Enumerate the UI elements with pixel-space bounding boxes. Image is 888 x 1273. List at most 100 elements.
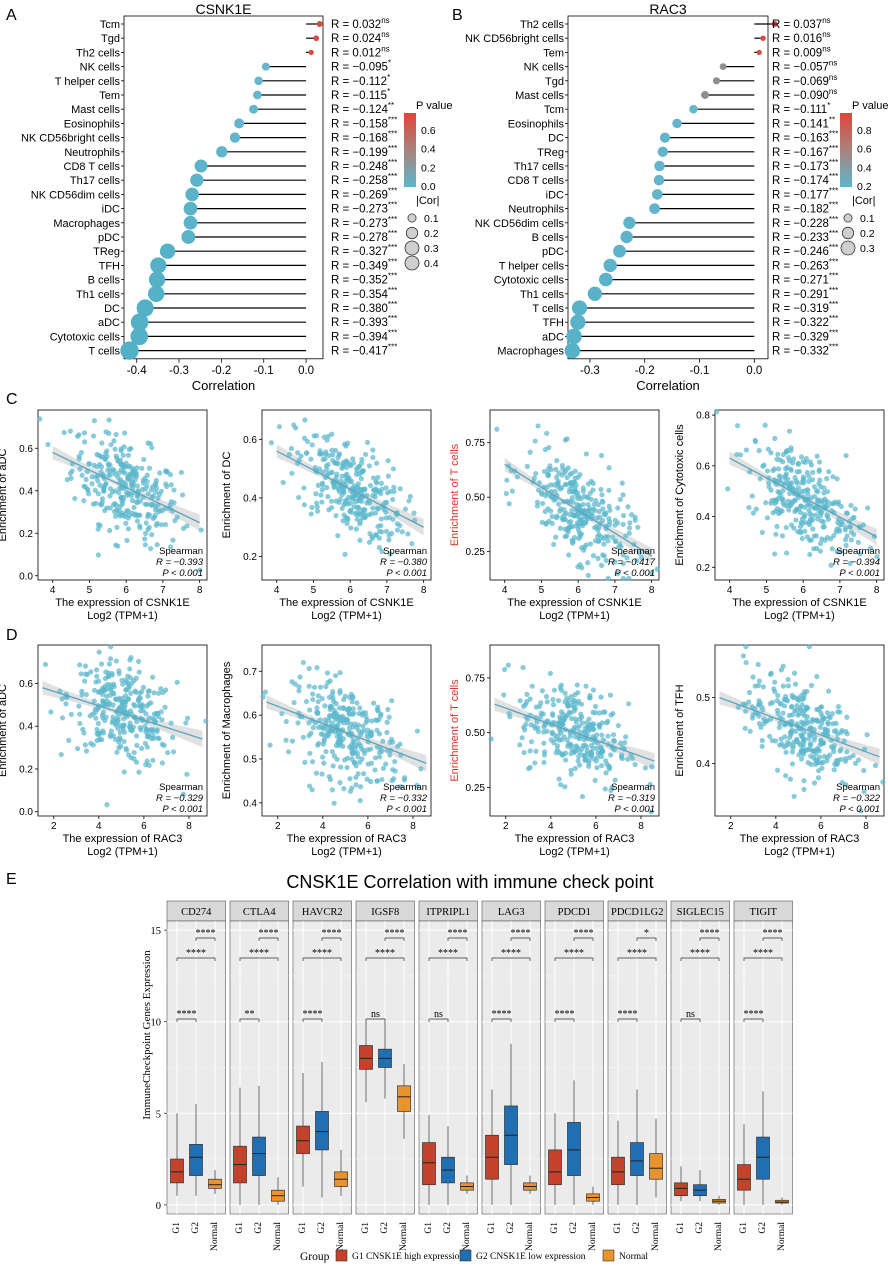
scatter-point <box>585 481 591 487</box>
cor-legend-circle <box>841 226 855 240</box>
scatter-point <box>542 446 548 453</box>
scatter-point <box>636 550 643 556</box>
scatter-point <box>348 509 354 515</box>
stat-r: R = −0.332 <box>380 793 428 804</box>
y-tick-label: 0 <box>156 1201 161 1212</box>
scatter-point <box>203 718 209 724</box>
scatter-point <box>824 499 830 505</box>
correlation-label: R = −0.271*** <box>772 272 838 287</box>
group-tick-label: G1 <box>172 1222 182 1234</box>
scatter-point <box>184 523 190 529</box>
scatter-point <box>784 550 790 556</box>
lollipop-dot <box>672 118 682 129</box>
scatter-point <box>93 500 99 507</box>
correlation-label: R = −0.273*** <box>331 215 397 230</box>
scatter-point <box>167 544 174 550</box>
scatter-point <box>386 714 392 720</box>
scatter-point <box>42 661 49 668</box>
scatter-point <box>808 726 814 732</box>
scatter-point <box>318 492 324 498</box>
significance-bracket <box>617 957 657 961</box>
scatter-point <box>389 698 395 704</box>
scatter-point <box>310 725 316 731</box>
correlation-label: R = −0.291*** <box>772 286 838 301</box>
scatter-point <box>170 537 176 543</box>
scatter-point <box>562 690 568 696</box>
scatter-point <box>557 525 563 531</box>
scatter-point <box>363 714 369 720</box>
scatter-point <box>596 531 602 538</box>
category-label: CD8 T cells <box>508 175 565 187</box>
scatter-point <box>120 724 126 730</box>
category-label: Neutrophils <box>508 204 564 216</box>
scatter-point <box>617 740 624 746</box>
scatter-point <box>826 688 832 694</box>
x-axis-label-units: Log2 (TPM+1) <box>764 610 835 622</box>
scatter-point <box>124 679 130 685</box>
significance-bracket <box>491 957 531 961</box>
scatter-point <box>821 519 827 525</box>
scatter-point <box>606 487 612 494</box>
legend-label: Normal <box>619 1252 648 1262</box>
correlation-label: R = −0.329*** <box>772 328 838 343</box>
x-axis-label: The expression of RAC3 <box>63 833 183 845</box>
scatter-point <box>126 490 132 496</box>
scatter-point <box>615 505 621 511</box>
scatter-point <box>559 462 566 469</box>
scatter-point <box>379 548 385 554</box>
box-g1 <box>359 1045 373 1070</box>
significance-label: **** <box>574 928 594 939</box>
scatter-point <box>337 690 343 696</box>
y-tick-label: 0.0 <box>19 571 33 582</box>
scatter-point <box>302 759 308 765</box>
scatter-point <box>623 734 629 740</box>
scatter-point <box>355 481 362 487</box>
x-axis-label: The expression of RAC3 <box>515 833 635 845</box>
scatter-point <box>749 493 755 499</box>
stat-r: R = −0.393 <box>156 557 204 568</box>
scatter-point <box>793 517 799 523</box>
scatter-point <box>801 695 807 701</box>
scatter-point <box>317 717 323 723</box>
scatter-point <box>333 513 339 519</box>
x-tick-label: 4 <box>320 821 326 832</box>
scatter-point <box>98 661 105 667</box>
scatter-point <box>610 732 617 738</box>
scatter-point <box>383 485 389 491</box>
scatter-point <box>383 515 389 521</box>
scatter-point <box>376 754 383 760</box>
scatter-point <box>306 783 313 789</box>
scatter-point <box>370 447 376 453</box>
scatter-point <box>68 711 74 718</box>
scatter-point <box>391 488 397 495</box>
scatter-point <box>786 507 792 513</box>
x-tick-label: 4 <box>773 821 779 832</box>
scatter-point <box>372 755 379 761</box>
scatter-point <box>122 470 128 476</box>
scatter-point <box>776 466 782 472</box>
y-tick-label: 0.5 <box>243 755 257 766</box>
scatter-point <box>532 438 538 444</box>
scatter-point <box>143 762 149 768</box>
significance-label: **** <box>196 928 216 939</box>
scatter-point <box>345 515 351 521</box>
scatter-point <box>848 529 855 535</box>
scatter-point <box>774 523 780 530</box>
scatter-point <box>771 466 778 472</box>
scatter-point <box>90 711 96 717</box>
scatter-point <box>116 745 122 751</box>
scatter-point <box>185 715 191 721</box>
scatter-point <box>832 761 838 767</box>
scatter-point <box>180 791 186 797</box>
scatter-point <box>104 505 110 511</box>
scatter-point <box>601 511 607 517</box>
stat-p: P < 0.001 <box>386 568 427 579</box>
scatter-point <box>144 703 150 709</box>
scatter-point <box>559 485 565 491</box>
scatter-point <box>648 809 654 815</box>
scatter-point <box>378 490 384 497</box>
scatter-point <box>349 785 355 791</box>
scatter-point <box>286 451 293 458</box>
